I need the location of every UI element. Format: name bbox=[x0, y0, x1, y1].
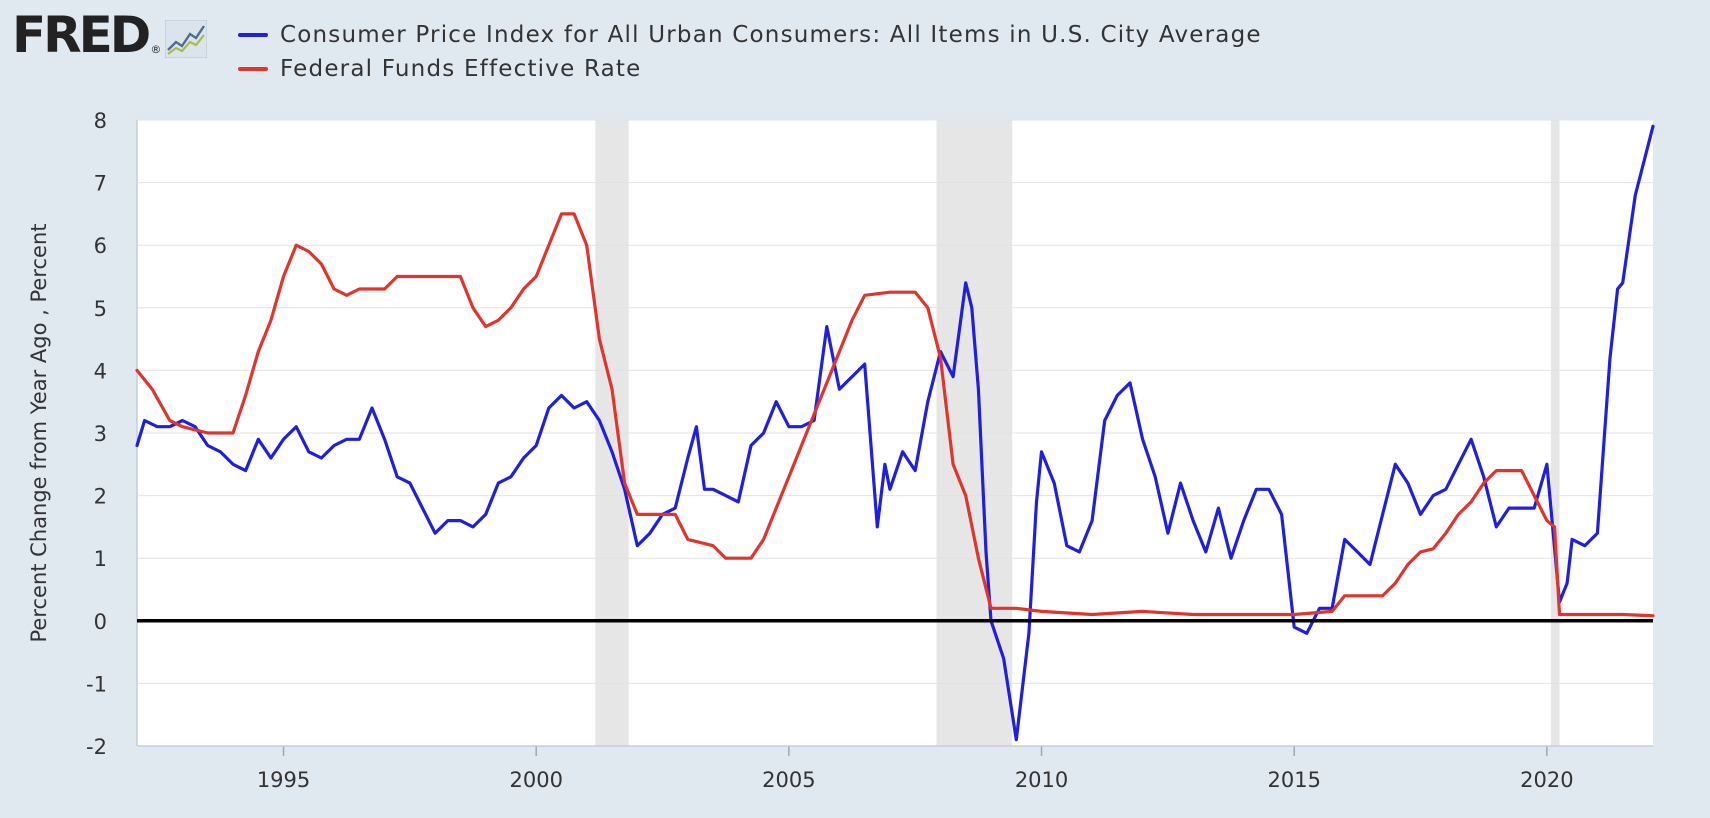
x-tick-label: 1995 bbox=[257, 768, 310, 792]
legend-item-cpi[interactable]: Consumer Price Index for All Urban Consu… bbox=[238, 18, 1262, 52]
y-tick-label: 4 bbox=[94, 359, 107, 383]
series-line-fedfunds bbox=[135, 212, 1655, 618]
line-graph-icon bbox=[165, 20, 208, 58]
chart-legend: Consumer Price Index for All Urban Consu… bbox=[238, 18, 1262, 86]
y-tick-label: -1 bbox=[86, 672, 107, 696]
legend-swatch-cpi bbox=[238, 33, 268, 37]
y-tick-label: 5 bbox=[94, 297, 107, 321]
logo-text: FRED bbox=[12, 6, 151, 64]
y-tick-label: 0 bbox=[94, 610, 107, 634]
x-tick-label: 2000 bbox=[509, 768, 562, 792]
y-tick-label: 7 bbox=[94, 172, 107, 196]
registered-mark: ® bbox=[150, 43, 162, 56]
fred-logo[interactable]: FRED ® bbox=[12, 6, 208, 64]
y-tick-label: 8 bbox=[94, 109, 107, 133]
series-line-cpi bbox=[135, 124, 1655, 742]
x-tick-label: 2015 bbox=[1267, 768, 1320, 792]
legend-label-cpi: Consumer Price Index for All Urban Consu… bbox=[280, 22, 1262, 48]
x-tick-label: 2010 bbox=[1015, 768, 1068, 792]
y-tick-label: 2 bbox=[94, 485, 107, 509]
y-tick-label: 3 bbox=[94, 422, 107, 446]
legend-swatch-fedfunds bbox=[238, 67, 268, 71]
y-tick-label: 6 bbox=[94, 234, 107, 258]
legend-item-fedfunds[interactable]: Federal Funds Effective Rate bbox=[238, 52, 1262, 86]
legend-label-fedfunds: Federal Funds Effective Rate bbox=[280, 56, 642, 82]
y-tick-label: 1 bbox=[94, 547, 107, 571]
y-axis-title: Percent Change from Year Ago , Percent bbox=[27, 223, 51, 642]
y-tick-label: -2 bbox=[86, 735, 107, 759]
chart-header: FRED ® Consumer Price Index for All Urba… bbox=[0, 0, 1710, 100]
x-tick-label: 2005 bbox=[762, 768, 815, 792]
x-tick-label: 2020 bbox=[1520, 768, 1573, 792]
